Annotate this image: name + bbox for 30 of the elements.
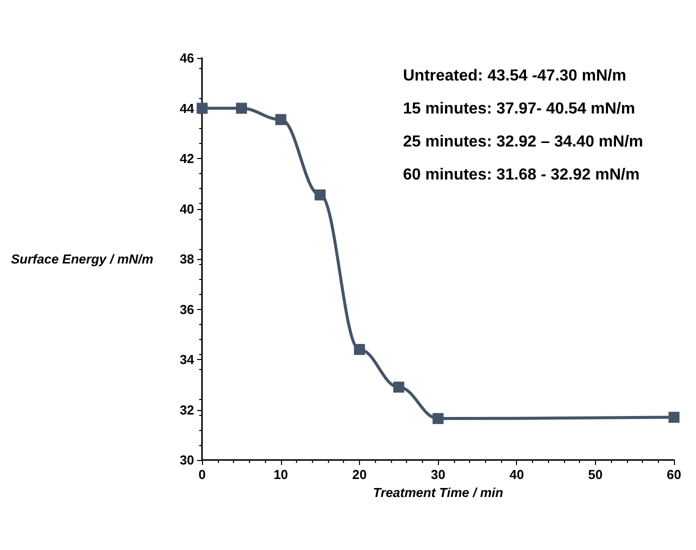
x-tick-label: 50 [588,467,603,482]
x-tick-label: 60 [666,467,682,482]
y-tick-label: 36 [180,302,194,317]
point [354,344,365,355]
y-tick-label: 42 [180,151,194,166]
x-tick-label: 40 [509,467,524,482]
y-tick-label: 32 [180,402,194,418]
annotation: 25 minutes: 32.92 – 34.40 mN/m [403,134,644,150]
annotation: 60 minutes: 31.68 - 32.92 mN/m [403,166,640,184]
y-tick-label: 38 [180,252,194,266]
y-axis-title: Surface Energy / mN/m [11,252,154,266]
point [314,189,326,200]
point [393,382,404,393]
x-tick-label: 0 [198,467,206,482]
y-tick-label: 34 [180,352,195,367]
point [275,114,286,126]
y-tick-label: 44 [180,100,195,116]
point [432,413,444,424]
x-tick-label: 10 [274,467,288,482]
y-tick-label: 40 [180,201,194,216]
x-tick-label: 20 [352,467,367,482]
annotation: Untreated: 43.54 -47.30 mN/m [403,68,626,84]
point [236,102,247,114]
point [668,412,680,423]
y-tick-label: 46 [180,50,194,66]
point [196,102,208,114]
annotation: 15 minutes: 37.97- 40.54 mN/m [403,100,636,118]
x-axis-title: Treatment Time / min [372,484,504,500]
x-tick-label: 30 [430,467,446,482]
y-tick-label: 30 [180,452,194,468]
